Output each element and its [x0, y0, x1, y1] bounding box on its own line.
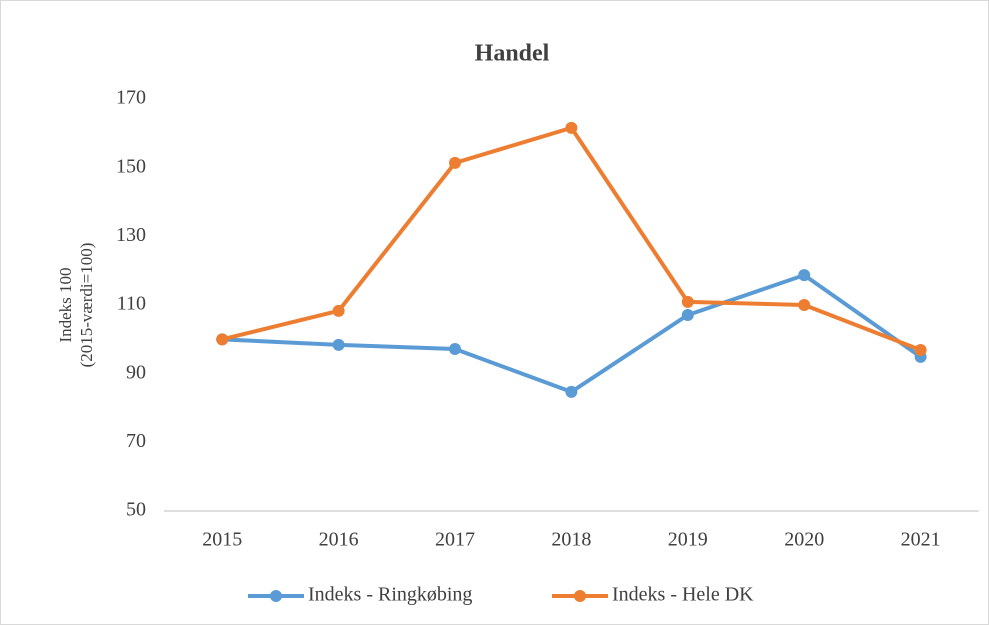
y-tick-label: 50 [126, 499, 146, 521]
data-point [216, 333, 229, 346]
x-tick-label: 2016 [319, 529, 359, 551]
y-tick-label: 110 [117, 293, 146, 315]
data-point [332, 338, 345, 351]
x-tick-label: 2021 [901, 529, 941, 551]
x-tick-label: 2015 [202, 529, 242, 551]
legend-label: Indeks - Ringkøbing [308, 584, 472, 606]
data-point [914, 343, 927, 356]
data-point [449, 342, 461, 355]
y-tick-label: 150 [116, 155, 146, 177]
data-point [565, 121, 578, 134]
x-tick-label: 2020 [784, 529, 824, 551]
data-point [449, 156, 461, 169]
x-tick-label: 2017 [435, 529, 475, 551]
legend-marker [270, 590, 282, 602]
data-point [681, 308, 694, 321]
y-tick-label: 70 [126, 430, 146, 452]
legend-marker [574, 590, 586, 602]
chart-title: Handel [475, 41, 550, 67]
y-axis-label: Indeks 100 [56, 267, 75, 342]
x-tick-label: 2019 [668, 529, 708, 551]
y-axis-label: (2015-værdi=100) [77, 243, 96, 368]
y-tick-label: 130 [116, 224, 146, 246]
data-point [798, 269, 811, 282]
data-point [681, 295, 694, 308]
x-tick-label: 2018 [551, 529, 591, 551]
y-tick-label: 90 [126, 361, 146, 383]
legend-label: Indeks - Hele DK [612, 584, 754, 606]
data-point [565, 385, 578, 398]
y-tick-label: 170 [116, 87, 146, 109]
data-point [798, 299, 811, 311]
data-point [332, 304, 345, 317]
